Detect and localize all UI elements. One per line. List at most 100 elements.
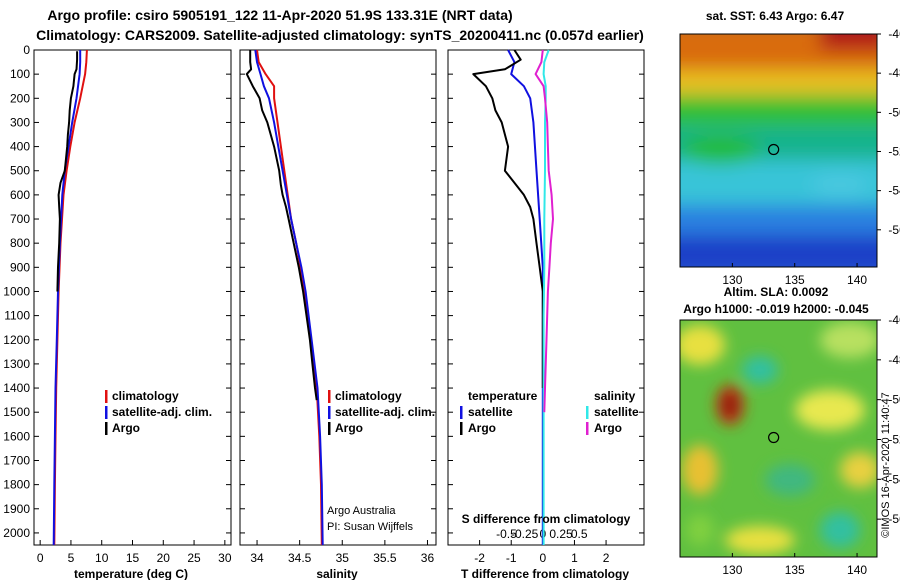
map-lat-label: -52 bbox=[888, 144, 900, 158]
map-lat-label: -48 bbox=[888, 66, 900, 80]
x-tick-label: 35 bbox=[336, 551, 350, 565]
series-line-argo bbox=[245, 50, 318, 401]
depth-tick-label: 400 bbox=[10, 140, 30, 154]
map-lon-label: 130 bbox=[722, 273, 742, 287]
imos-credit: ©IMOS 16-Apr-2020 11:40:47 bbox=[880, 392, 892, 537]
map-lon-label: 140 bbox=[847, 273, 867, 287]
depth-tick-label: 500 bbox=[10, 164, 30, 178]
sla-map-frame bbox=[679, 319, 878, 558]
depth-tick-label: 1800 bbox=[3, 478, 30, 492]
sst-map-frame bbox=[679, 33, 878, 268]
plot-frame bbox=[33, 49, 232, 546]
legend-header-temperature: temperature bbox=[468, 389, 538, 403]
s-difference-axis-label: S difference from climatology bbox=[462, 512, 631, 526]
legend-label-climatology: climatology bbox=[335, 389, 402, 403]
series-line-satellite-adj-clim- bbox=[254, 49, 324, 546]
legend-swatch-t-satellite bbox=[460, 406, 463, 419]
figure-title-line2: Climatology: CARS2009. Satellite-adjuste… bbox=[36, 27, 644, 43]
legend-label-satellite: satellite-adj. clim. bbox=[112, 405, 212, 419]
depth-tick-label: 100 bbox=[10, 67, 30, 81]
x-tick-label: 30 bbox=[218, 551, 232, 565]
legend-swatch-climatology bbox=[105, 390, 108, 403]
map-lon-label: 140 bbox=[847, 563, 867, 577]
sst-map-title: sat. SST: 6.43 Argo: 6.47 bbox=[706, 9, 845, 23]
argo-location-marker bbox=[768, 143, 780, 156]
temperature-axis-label: temperature (deg C) bbox=[74, 567, 188, 580]
depth-tick-label: 900 bbox=[10, 260, 30, 274]
legend-swatch-s-argo bbox=[586, 422, 589, 435]
temperature-panel: 0 5 10 15 20 25 30 bbox=[33, 49, 232, 565]
sla-field bbox=[680, 320, 877, 557]
x-tick-label: 34.5 bbox=[288, 551, 312, 565]
figure-title-line1: Argo profile: csiro 5905191_122 11-Apr-2… bbox=[47, 7, 512, 23]
sst-field bbox=[680, 34, 877, 267]
depth-tick-label: 1100 bbox=[4, 309, 30, 323]
depth-tick-label: 1300 bbox=[3, 357, 30, 371]
sla-map-title-line1: Altim. SLA: 0.0092 bbox=[724, 285, 829, 299]
temperature-legend: climatology satellite-adj. clim. Argo bbox=[105, 389, 212, 435]
map-lat-label: -54 bbox=[888, 472, 900, 486]
x-tick-label: 34 bbox=[250, 551, 264, 565]
legend-label-s-argo: Argo bbox=[594, 421, 622, 435]
sst-map-axes: -46 -48 -50 -52 -54 -56 130 135 140 bbox=[722, 27, 900, 287]
sla-map-axes: -46 -48 -50 -52 -54 -56 130 135 140 bbox=[722, 313, 900, 577]
difference-axis-label: T difference from climatology bbox=[461, 567, 629, 580]
x-tick-label: 5 bbox=[68, 551, 75, 565]
depth-tick-label: 1600 bbox=[3, 429, 30, 443]
depth-tick-label: 600 bbox=[10, 188, 30, 202]
depth-tick-label: 0 bbox=[23, 43, 30, 57]
map-lat-label: -50 bbox=[888, 105, 900, 119]
depth-tick-label: 1000 bbox=[3, 284, 30, 298]
series-line-argo bbox=[534, 49, 554, 413]
series-line-argo bbox=[56, 51, 79, 292]
map-lat-label: -50 bbox=[888, 393, 900, 407]
x-tick-label: 0 bbox=[539, 551, 546, 565]
series-line-climatology bbox=[256, 49, 323, 546]
salinity-panel: 34 34.5 35 35.5 36 bbox=[239, 49, 437, 565]
series-line-satellite bbox=[542, 49, 550, 545]
note-argo-australia: Argo Australia bbox=[327, 505, 396, 517]
legend-swatch-s-satellite bbox=[586, 406, 589, 419]
x-tick-label: 25 bbox=[187, 551, 201, 565]
sla-map: -46 -48 -50 -52 -54 -56 130 135 140 bbox=[679, 313, 900, 577]
depth-tick-label: 2000 bbox=[3, 526, 30, 540]
legend-label-climatology: climatology bbox=[112, 389, 179, 403]
map-lat-label: -48 bbox=[888, 353, 900, 367]
legend-swatch-satellite bbox=[105, 406, 108, 419]
x-tick-label: 36 bbox=[421, 551, 435, 565]
plot-frame bbox=[447, 49, 645, 546]
s-diff-tick-label: -0.25 bbox=[511, 527, 539, 541]
series-line-argo bbox=[472, 49, 544, 388]
x-tick-label: 0 bbox=[37, 551, 44, 565]
x-tick-label: 1 bbox=[571, 551, 578, 565]
depth-tick-label: 700 bbox=[10, 212, 30, 226]
series-line-climatology bbox=[53, 49, 88, 546]
legend-label-t-satellite: satellite bbox=[468, 405, 513, 419]
legend-label-s-satellite: satellite bbox=[594, 405, 639, 419]
legend-swatch-argo bbox=[105, 422, 108, 435]
x-tick-label: 20 bbox=[157, 551, 171, 565]
depth-tick-label: 300 bbox=[10, 115, 30, 129]
depth-tick-label: 200 bbox=[10, 91, 30, 105]
salinity-legend: climatology satellite-adj. clim. Argo Ar… bbox=[327, 389, 435, 533]
x-tick-label: 2 bbox=[603, 551, 610, 565]
sst-map: -46 -48 -50 -52 -54 -56 130 135 140 bbox=[679, 27, 900, 287]
legend-label-argo: Argo bbox=[112, 421, 140, 435]
depth-tick-label: 1500 bbox=[3, 405, 30, 419]
legend-swatch-satellite bbox=[328, 406, 331, 419]
series-line-satellite bbox=[507, 49, 544, 545]
legend-label-satellite: satellite-adj. clim. bbox=[335, 405, 435, 419]
argo-location-marker bbox=[768, 431, 780, 444]
note-pi: PI: Susan Wijffels bbox=[327, 521, 413, 533]
s-diff-tick-label: -0.5 bbox=[496, 527, 517, 541]
legend-header-salinity: salinity bbox=[594, 389, 636, 403]
legend-label-t-argo: Argo bbox=[468, 421, 496, 435]
x-tick-label: -2 bbox=[474, 551, 485, 565]
x-tick-label: 35.5 bbox=[373, 551, 397, 565]
legend-swatch-argo bbox=[328, 422, 331, 435]
s-diff-tick-label: 0.5 bbox=[571, 527, 588, 541]
depth-tick-label: 1400 bbox=[3, 381, 30, 395]
map-lon-label: 135 bbox=[785, 273, 805, 287]
map-lat-label: -56 bbox=[888, 223, 900, 237]
